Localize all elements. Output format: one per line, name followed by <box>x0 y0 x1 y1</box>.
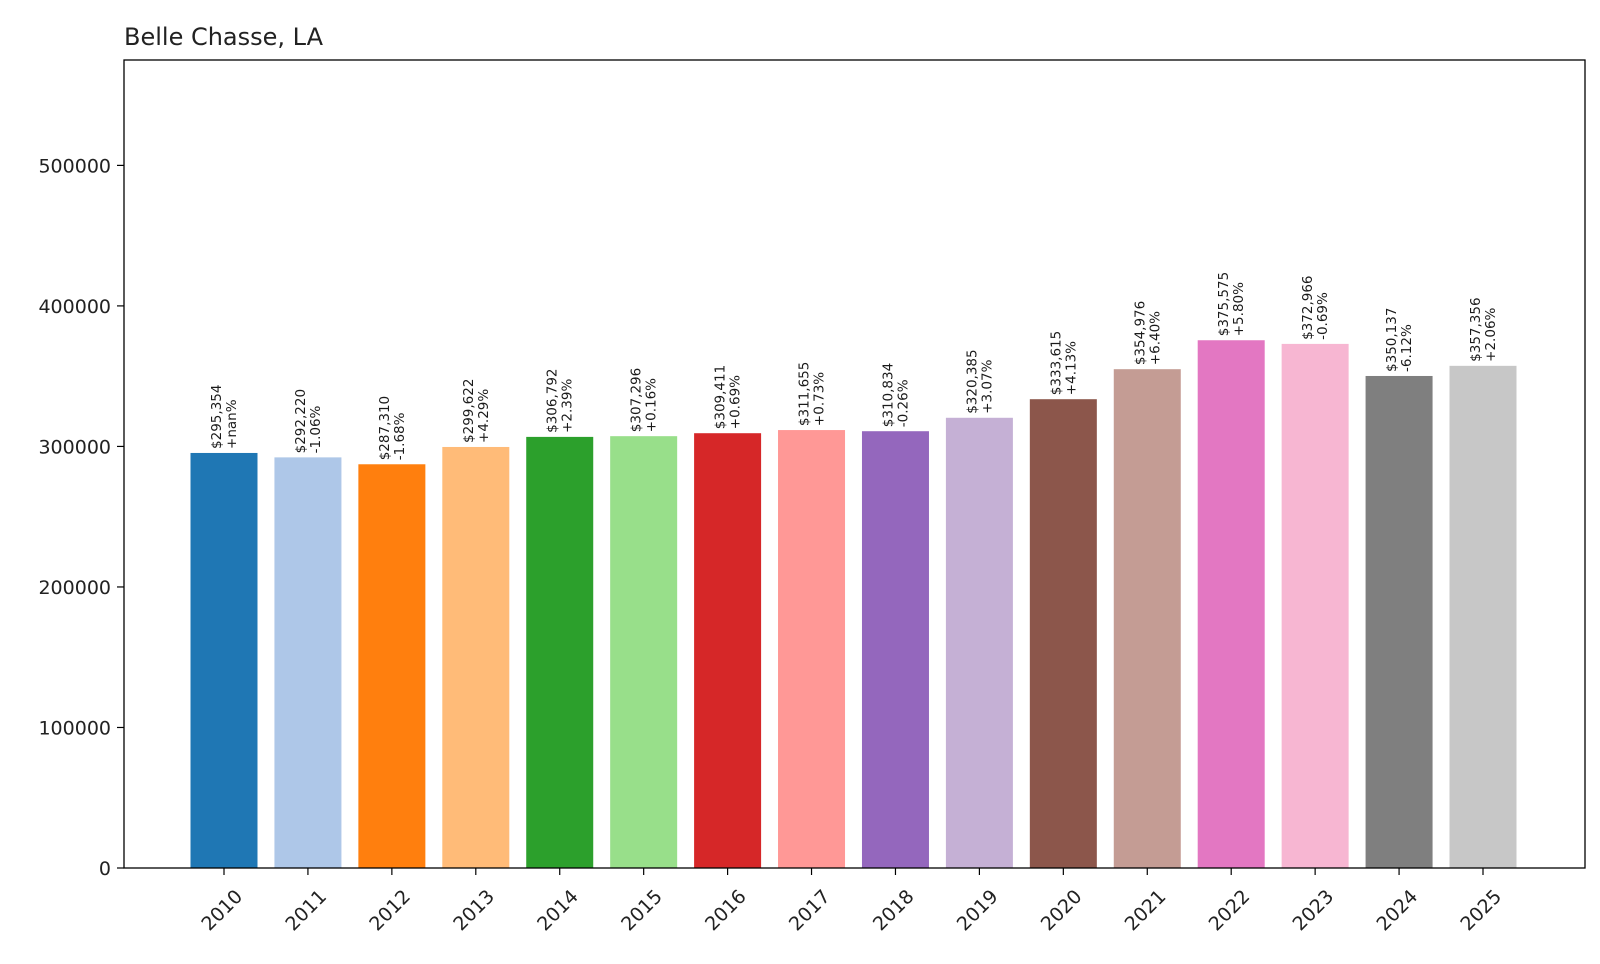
bar-value-label: $372,966 <box>1300 275 1316 339</box>
y-tick-label: 100000 <box>38 717 111 739</box>
bar-2018 <box>861 431 929 868</box>
bar-value-label: $299,622 <box>461 379 477 443</box>
bar-change-label: +0.16% <box>644 378 660 432</box>
bar-labels-layer: $295,354 +nan% $292,220 -1.06% $287,310 -1.68… <box>209 272 1499 460</box>
bar-change-label: -0.26% <box>895 379 911 427</box>
bar-value-label: $320,385 <box>964 349 980 413</box>
bar-change-label: +2.06% <box>1483 307 1499 361</box>
bar-2013 <box>442 446 510 868</box>
x-tick-label: 2016 <box>701 886 751 936</box>
bar-value-label: $292,220 <box>293 389 309 453</box>
y-tick-label: 300000 <box>38 436 111 458</box>
bar-2024 <box>1365 375 1433 868</box>
x-axis: 2010 2011 2012 2013 2014 2015 2016 2017 2018 2019… <box>197 868 1506 935</box>
x-tick-label: 2018 <box>869 886 919 936</box>
x-tick-label: 2022 <box>1205 886 1255 936</box>
bar-2010 <box>190 452 258 868</box>
bar-change-label: +2.39% <box>560 379 576 433</box>
x-tick-label: 2021 <box>1121 886 1171 936</box>
x-tick-label: 2020 <box>1037 886 1087 936</box>
chart-title: Belle Chasse, LA <box>124 23 324 51</box>
bar-value-label: $307,296 <box>629 368 645 432</box>
bar-value-label: $310,834 <box>880 363 896 427</box>
x-tick-label: 2023 <box>1289 886 1339 936</box>
y-tick-label: 200000 <box>38 577 111 599</box>
bar-2021 <box>1113 369 1181 868</box>
bar-2012 <box>358 464 426 868</box>
bar-change-label: -1.68% <box>392 412 408 460</box>
bar-2019 <box>945 417 1013 868</box>
bar-2020 <box>1029 399 1097 868</box>
bar-value-label: $350,137 <box>1384 308 1400 372</box>
x-tick-label: 2025 <box>1456 886 1506 936</box>
y-tick-label: 400000 <box>38 296 111 318</box>
bar-value-label: $295,354 <box>209 385 225 449</box>
bar-value-label: $354,976 <box>1132 301 1148 365</box>
bar-2016 <box>694 433 762 868</box>
bar-2011 <box>274 457 342 868</box>
bar-2023 <box>1281 343 1349 868</box>
x-tick-label: 2012 <box>365 886 415 936</box>
bar-change-label: +4.13% <box>1063 341 1079 395</box>
bar-value-label: $357,356 <box>1468 297 1484 361</box>
bar-2025 <box>1449 365 1517 868</box>
bar-2022 <box>1197 340 1265 868</box>
bar-value-label: $287,310 <box>377 396 393 460</box>
bar-change-label: +nan% <box>224 399 240 449</box>
bar-change-label: +0.73% <box>812 372 828 426</box>
bar-2017 <box>778 430 846 868</box>
x-tick-label: 2019 <box>953 886 1003 936</box>
bar-2014 <box>526 436 594 868</box>
bar-change-label: +6.40% <box>1147 311 1163 365</box>
bar-change-label: -1.06% <box>308 405 324 453</box>
bar-value-label: $311,655 <box>797 362 813 426</box>
x-tick-label: 2011 <box>281 886 331 936</box>
y-axis: 0 100000 200000 300000 400000 500000 <box>38 155 124 880</box>
x-tick-label: 2014 <box>533 886 583 936</box>
bar-change-label: -0.69% <box>1315 292 1331 340</box>
bar-change-label: +5.80% <box>1231 282 1247 336</box>
bar-value-label: $309,411 <box>713 365 729 429</box>
bar-value-label: $333,615 <box>1048 331 1064 395</box>
x-tick-label: 2024 <box>1372 886 1422 936</box>
bar-change-label: -6.12% <box>1399 324 1415 372</box>
bar-value-label: $375,575 <box>1216 272 1232 336</box>
x-tick-label: 2013 <box>449 886 499 936</box>
x-tick-label: 2015 <box>617 886 667 936</box>
plot-frame <box>123 59 1586 869</box>
bars-layer <box>190 340 1517 868</box>
bar-value-label: $306,792 <box>545 368 561 432</box>
bar-2015 <box>610 436 678 868</box>
bar-change-label: +3.07% <box>979 359 995 413</box>
x-tick-label: 2017 <box>785 886 835 936</box>
y-tick-label: 500000 <box>38 155 111 177</box>
x-tick-label: 2010 <box>197 886 247 936</box>
bar-change-label: +0.69% <box>728 375 744 429</box>
bar-change-label: +4.29% <box>476 389 492 443</box>
y-tick-label: 0 <box>99 858 111 880</box>
